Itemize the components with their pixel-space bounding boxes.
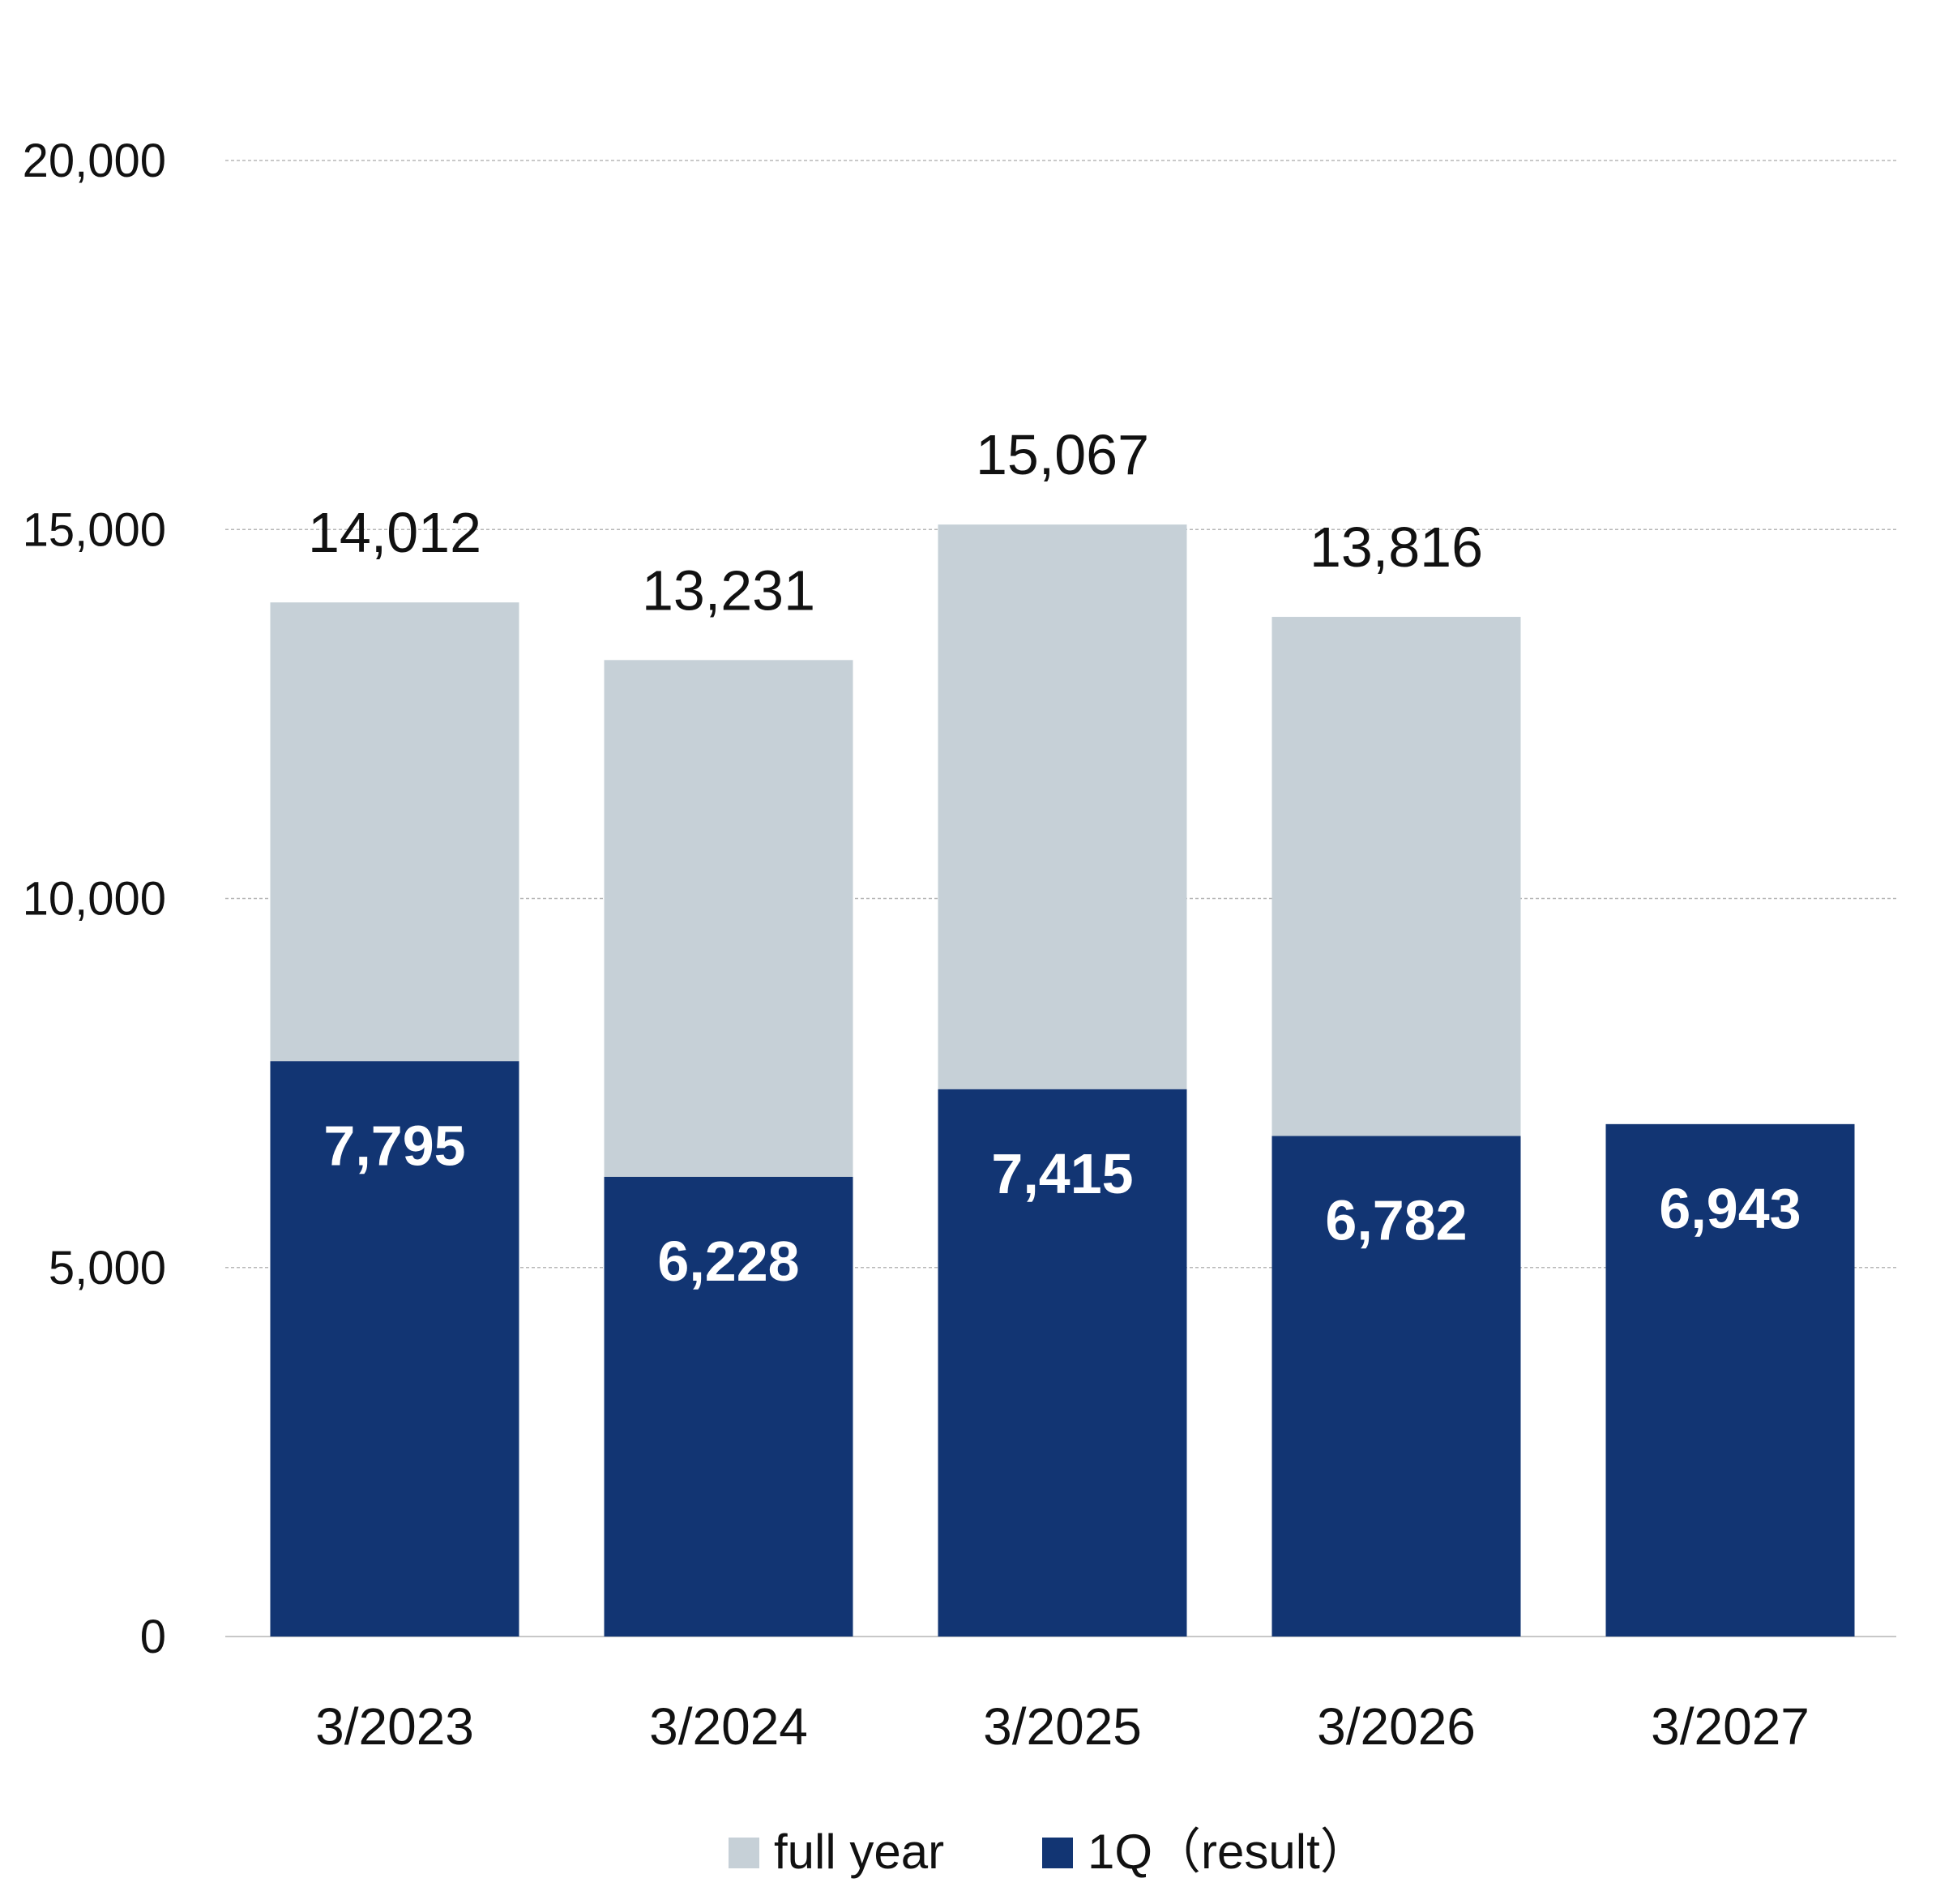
y-tick-label: 20,000 (23, 135, 166, 187)
data-label-full-year: 13,231 (642, 558, 815, 622)
x-tick-label: 3/2026 (1317, 1697, 1476, 1756)
bar-1q-result (1271, 1136, 1521, 1637)
data-label-1q: 6,228 (657, 1230, 799, 1293)
data-label-1q: 6,782 (1325, 1188, 1467, 1252)
y-tick-label: 0 (140, 1611, 166, 1663)
x-tick-label: 3/2024 (649, 1697, 808, 1756)
legend-label-1q-result: 1Q（result） (1088, 1825, 1369, 1879)
y-axis: 0 5,000 10,000 15,000 20,000 (23, 135, 166, 1663)
bar-1q-result (938, 1089, 1187, 1637)
data-labels: 14,012 7,795 13,231 6,228 15,067 7,415 13,816 6… (308, 423, 1801, 1293)
legend-swatch-1q-result (1042, 1838, 1073, 1868)
x-axis: 3/2023 3/2024 3/2025 3/2026 3/2027 (315, 1697, 1810, 1756)
data-label-1q: 7,415 (991, 1142, 1133, 1205)
data-label-1q: 6,943 (1659, 1177, 1801, 1240)
legend-label-full-year: full year (774, 1825, 944, 1879)
data-label-full-year: 15,067 (976, 423, 1149, 486)
y-tick-label: 5,000 (49, 1242, 166, 1294)
data-label-full-year: 14,012 (308, 501, 481, 564)
data-label-full-year: 13,816 (1310, 516, 1483, 579)
legend-swatch-full-year (729, 1838, 759, 1868)
bar-1q-result (1605, 1123, 1855, 1637)
x-tick-label: 3/2023 (315, 1697, 474, 1756)
x-tick-label: 3/2025 (983, 1697, 1142, 1756)
bar-1q-result (270, 1061, 519, 1637)
data-label-1q: 7,795 (323, 1114, 465, 1177)
y-tick-label: 10,000 (23, 873, 166, 926)
bars (270, 524, 1855, 1637)
x-tick-label: 3/2027 (1651, 1697, 1810, 1756)
y-tick-label: 15,000 (23, 503, 166, 556)
legend: full year 1Q（result） (729, 1825, 1369, 1879)
bar-1q-result (604, 1176, 853, 1637)
